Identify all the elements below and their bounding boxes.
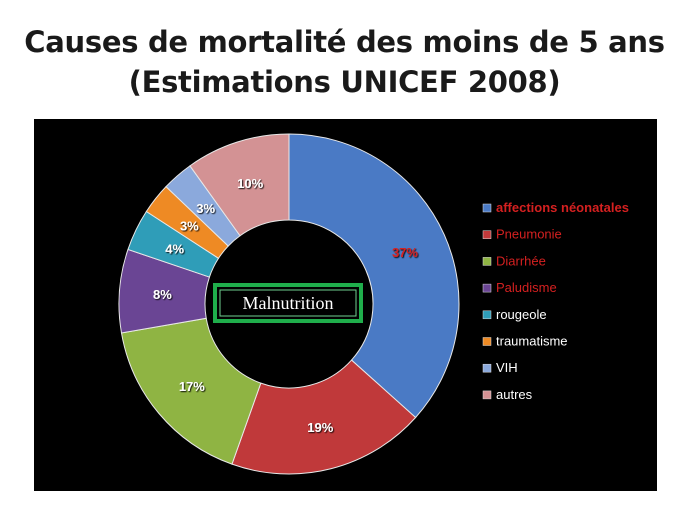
legend-label-paludisme: Paludisme [496, 280, 557, 295]
data-label-rougeole: 4% [165, 242, 184, 257]
data-label-traumatisme: 3% [180, 218, 199, 233]
data-label-affections-neonatales: 37% [392, 245, 418, 260]
legend-label-autres: autres [496, 387, 533, 402]
legend-swatch-diarrhee [482, 257, 492, 266]
data-label-paludisme: 8% [153, 287, 172, 302]
legend-label-diarrhee: Diarrhée [496, 253, 546, 268]
slice-autres [189, 133, 290, 237]
center-label-box [213, 283, 363, 323]
legend-label-rougeole: rougeole [496, 307, 547, 322]
data-label-autres: 10% [237, 176, 263, 191]
chart-panel: 37% 19% 17% 8% 4% 3% 3% 10% affections néonatal… [34, 119, 657, 491]
center-label-text: Malnutrition [243, 293, 334, 313]
slice-diarrhee [120, 317, 262, 465]
legend-label-affections-neonatales: affections néonatales [496, 200, 629, 215]
donut-chart: 37% 19% 17% 8% 4% 3% 3% 10% affections néonatal… [118, 133, 629, 475]
slide-title: Causes de mortalité des moins de 5 ans (… [0, 22, 689, 102]
title-line-1: Causes de mortalité des moins de 5 ans [24, 25, 665, 59]
legend-swatch-traumatisme [482, 337, 492, 346]
legend-swatch-vih [482, 363, 492, 373]
data-label-vih: 3% [196, 201, 215, 216]
legend-swatch-affections-neonatales [482, 203, 492, 213]
title-line-2: (Estimations UNICEF 2008) [128, 65, 561, 99]
legend-label-vih: VIH [496, 360, 518, 375]
legend-label-pneumonie: Pneumonie [496, 227, 562, 242]
slice-pneumonie [231, 359, 417, 475]
center-label-inner-border [219, 289, 357, 317]
slice-affections-neonatales [288, 133, 460, 419]
legend-swatch-rougeole [482, 310, 492, 320]
legend-swatch-pneumonie [482, 230, 492, 239]
data-label-diarrhee: 17% [179, 379, 205, 394]
legend-swatch-paludisme [482, 283, 492, 293]
data-label-pneumonie: 19% [307, 420, 333, 435]
legend-label-traumatisme: traumatisme [496, 334, 568, 349]
legend-swatch-autres [482, 390, 492, 400]
